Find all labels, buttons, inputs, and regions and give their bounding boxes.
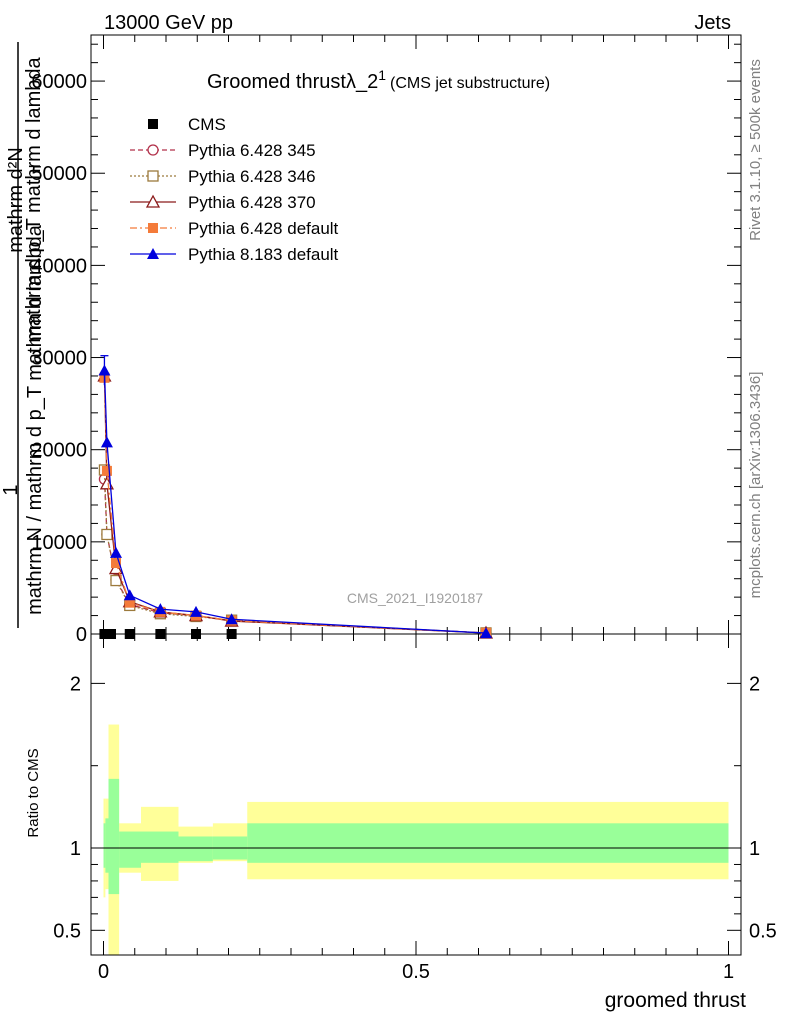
- series-0: [99, 629, 237, 639]
- series-4-point-2: [111, 558, 121, 569]
- legend-label-5: Pythia 8.183 default: [188, 245, 339, 264]
- legend-item-2: Pythia 6.428 346: [130, 167, 316, 186]
- plot-title: Groomed thrustλ_21 (CMS jet substructure): [207, 67, 550, 93]
- series-0-point-5: [191, 629, 201, 639]
- series-0-point-3: [124, 629, 135, 639]
- ratio-inner-band-3: [119, 831, 141, 868]
- legend-marker-5: [147, 248, 159, 259]
- series-line-4: [103, 377, 487, 634]
- legend-marker-3: [145, 194, 161, 208]
- header-left: 13000 GeV pp: [104, 12, 233, 34]
- ylabel-numerator: mathrm d²N: [5, 147, 27, 253]
- series-layer: [97, 355, 494, 639]
- ylabel-denominator: mathrm N / mathrm d p_T mathrm d lambda: [24, 224, 46, 615]
- main-ytick-label: 20000: [31, 440, 87, 462]
- series-5-point-2: [110, 546, 122, 558]
- legend-marker-0: [148, 119, 158, 129]
- ylabel-numerator-line2: mathrm d p_T mathrm d lambda: [23, 56, 45, 342]
- legend-marker-2: [147, 170, 159, 182]
- series-5-point-1: [100, 436, 113, 448]
- ratio-xtick-label: 1: [723, 961, 734, 983]
- series-5-point-3: [123, 589, 136, 601]
- series-5-point-4: [154, 603, 167, 615]
- ylabel-one: 1: [0, 484, 22, 495]
- analysis-tag: CMS_2021_I1920187: [347, 590, 483, 606]
- ratio-inner-band-0: [103, 823, 106, 868]
- mcplots-label: mcplots.cern.ch [arXiv:1306.3436]: [747, 372, 764, 599]
- ratio-ytick-label-left: 1: [70, 838, 81, 860]
- legend-item-1: Pythia 6.428 345: [130, 141, 316, 160]
- series-4-point-3: [124, 597, 135, 608]
- main-ytick-label: 50000: [31, 163, 87, 185]
- main-ytick-label: 30000: [31, 348, 87, 370]
- main-axis-ticks: 0 10000 20000 30000 40000 50000 60000: [31, 35, 741, 646]
- header-right: Jets: [694, 12, 731, 34]
- plot-title-main: Groomed thrustλ_2: [207, 71, 378, 93]
- ratio-ytick-label-right: 0.5: [749, 920, 777, 942]
- legend-label-3: Pythia 6.428 370: [188, 193, 316, 212]
- x-axis-label: groomed thrust: [605, 989, 746, 1012]
- series-line-5: [103, 370, 487, 634]
- ratio-inner-band-2: [108, 778, 120, 895]
- rivet-label: Rivet 3.1.10, ≥ 500k events: [747, 59, 764, 241]
- series-5-point-5: [190, 605, 202, 617]
- legend-label-4: Pythia 6.428 default: [188, 219, 339, 238]
- y-axis-label: mathrm d²N mathrm d p_T mathrm d lambda …: [0, 42, 46, 628]
- ratio-bands: [103, 724, 729, 955]
- series-0-point-4: [155, 629, 166, 639]
- series-4-point-1: [101, 465, 112, 476]
- series-2-point-1: [101, 528, 113, 541]
- main-ytick-label: 60000: [31, 71, 87, 93]
- series-0-point-2: [106, 629, 116, 639]
- main-ytick-label: 10000: [31, 532, 87, 554]
- legend: CMS Pythia 6.428 345 Pythia 6.428 346 Pythi…: [130, 115, 339, 264]
- ratio-xtick-label: 0.5: [402, 961, 430, 983]
- legend-label-2: Pythia 6.428 346: [188, 167, 316, 186]
- legend-marker-4: [148, 223, 158, 233]
- ratio-plot-frame: [90, 633, 742, 956]
- plot-title-sup: 1: [378, 67, 386, 83]
- main-ytick-label: 40000: [31, 255, 87, 277]
- main-ytick-label: 0: [76, 624, 87, 646]
- ratio-axis-ticks: 0.5 0.5 1 1 2 2 0 0.5 1: [53, 634, 777, 983]
- ratio-ytick-label-right: 2: [749, 673, 760, 695]
- series-3-point-2: [108, 561, 124, 575]
- series-5-point-6: [225, 613, 238, 625]
- ratio-ytick-label-left: 2: [70, 673, 81, 695]
- legend-item-5: Pythia 8.183 default: [130, 245, 339, 264]
- legend-item-4: Pythia 6.428 default: [130, 219, 339, 238]
- legend-item-0: CMS: [148, 115, 226, 134]
- series-0-point-6: [226, 629, 237, 639]
- ratio-ylabel: Ratio to CMS: [25, 748, 42, 837]
- series-5-point-7: [480, 627, 492, 639]
- ratio-ytick-label-left: 0.5: [53, 920, 81, 942]
- ratio-ytick-label-right: 1: [749, 838, 760, 860]
- legend-label-1: Pythia 6.428 345: [188, 141, 316, 160]
- legend-label-0: CMS: [188, 115, 226, 134]
- ratio-inner-band-7: [247, 823, 729, 863]
- legend-marker-1: [147, 144, 159, 156]
- ratio-xtick-label: 0: [98, 961, 109, 983]
- ratio-inner-band-5: [178, 836, 213, 862]
- legend-item-3: Pythia 6.428 370: [130, 193, 316, 212]
- plot-title-sub: (CMS jet substructure): [390, 75, 550, 92]
- ratio-inner-band-4: [141, 831, 179, 863]
- ratio-inner-band-1: [105, 818, 109, 873]
